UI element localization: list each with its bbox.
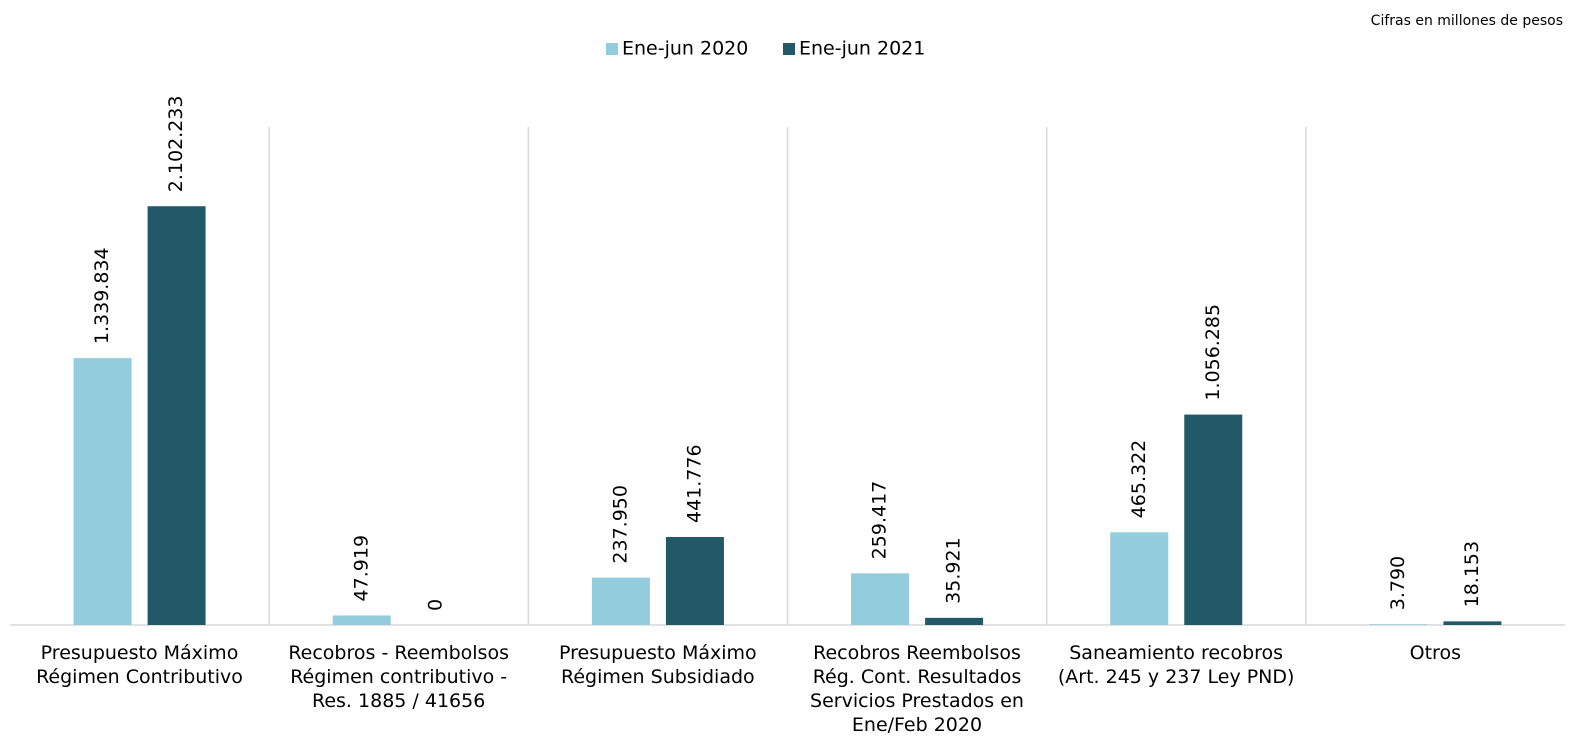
bar (1184, 414, 1243, 625)
value-label: 47.919 (350, 535, 372, 601)
legend-swatch (783, 43, 795, 55)
x-tick-label: Otros (1409, 642, 1461, 664)
bar (665, 536, 724, 625)
note: Cifras en millones de pesos (1371, 13, 1563, 29)
value-label: 259.417 (869, 481, 891, 560)
x-tick-label: Saneamiento recobros (Art. 245 y 237 Ley… (1057, 642, 1295, 688)
bar (147, 206, 206, 626)
bar (1443, 621, 1502, 625)
bar (1110, 532, 1169, 625)
x-tick-label: Presupuesto Máximo Régimen Contributivo (36, 642, 243, 688)
value-label: 0 (424, 599, 446, 611)
value-label: 3.790 (1387, 556, 1409, 610)
value-label: 1.339.834 (91, 247, 113, 344)
x-tick-label: Recobros - Reembolsos Régimen contributi… (288, 642, 509, 712)
value-label: 2.102.233 (165, 96, 187, 193)
bar (73, 358, 132, 625)
bar (332, 615, 391, 625)
value-label: 35.921 (943, 537, 965, 603)
value-label: 441.776 (683, 444, 705, 523)
value-label: 1.056.285 (1202, 304, 1224, 401)
legend-swatch (606, 43, 618, 55)
value-label: 237.950 (609, 485, 631, 564)
legend-label: Ene-jun 2021 (799, 38, 925, 60)
bar (1369, 624, 1428, 625)
bar (925, 617, 984, 625)
value-label: 18.153 (1461, 541, 1483, 607)
bar (851, 573, 910, 625)
bar (591, 577, 650, 625)
x-tick-label: Presupuesto Máximo Régimen Subsidiado (559, 642, 757, 688)
x-tick-label: Recobros Reembolsos Rég. Cont. Resultado… (810, 642, 1024, 736)
legend-label: Ene-jun 2020 (622, 38, 748, 60)
value-label: 465.322 (1128, 440, 1150, 519)
